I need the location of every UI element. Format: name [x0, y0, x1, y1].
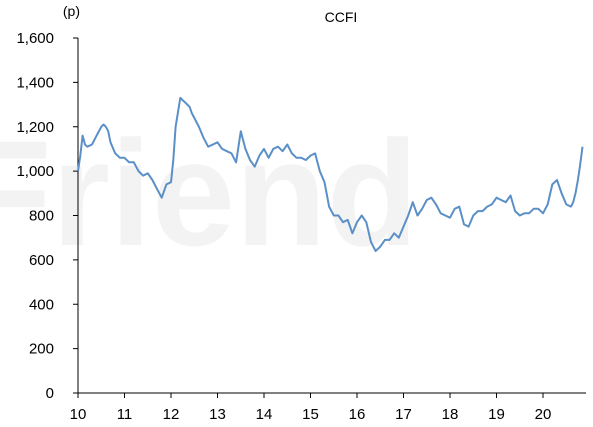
x-tick-label: 11	[117, 406, 133, 423]
x-tick-label: 16	[349, 406, 366, 423]
x-tick-label: 15	[302, 406, 319, 423]
x-tick-label: 17	[395, 406, 412, 423]
x-tick-label: 12	[163, 406, 180, 423]
y-unit-label: (p)	[63, 3, 80, 19]
x-tick-label: 13	[209, 406, 226, 423]
x-tick-label: 10	[70, 406, 87, 423]
y-tick-label: 1,200	[16, 119, 54, 136]
y-tick-label: 200	[29, 341, 54, 358]
y-tick-label: 1,600	[16, 30, 54, 47]
y-tick-label: 1,400	[16, 74, 54, 91]
x-tick-label: 14	[256, 406, 273, 423]
chart-title: CCFI	[325, 9, 358, 25]
ccfi-series-line	[77, 96, 584, 252]
x-axis-ticks: 10 11 12 13 14 15 16 17 18 19 20	[70, 393, 552, 423]
y-tick-label: 600	[29, 252, 54, 269]
x-tick-label: 19	[488, 406, 505, 423]
x-tick-label: 18	[442, 406, 459, 423]
x-tick-label: 20	[535, 406, 552, 423]
y-tick-label: 400	[29, 296, 54, 313]
y-tick-label: 0	[46, 385, 54, 402]
y-tick-label: 800	[29, 208, 54, 225]
y-tick-label: 1,000	[16, 163, 54, 180]
y-axis-ticks: 0 200 400 600 800 1,000 1,200 1,400 1,600	[16, 30, 78, 402]
watermark-text: Friend	[0, 109, 418, 277]
